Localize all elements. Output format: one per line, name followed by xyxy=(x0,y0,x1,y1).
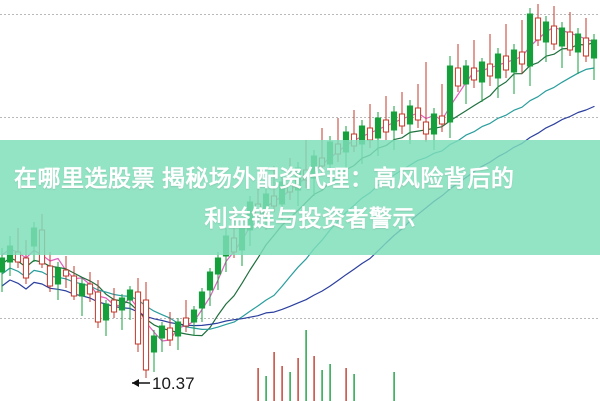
price-arrow-annotation xyxy=(132,379,150,387)
chart-gridlines xyxy=(0,14,600,319)
volume-bars xyxy=(257,330,395,401)
candlestick-series xyxy=(0,4,598,378)
price-annotation-label: 10.37 xyxy=(152,374,195,393)
